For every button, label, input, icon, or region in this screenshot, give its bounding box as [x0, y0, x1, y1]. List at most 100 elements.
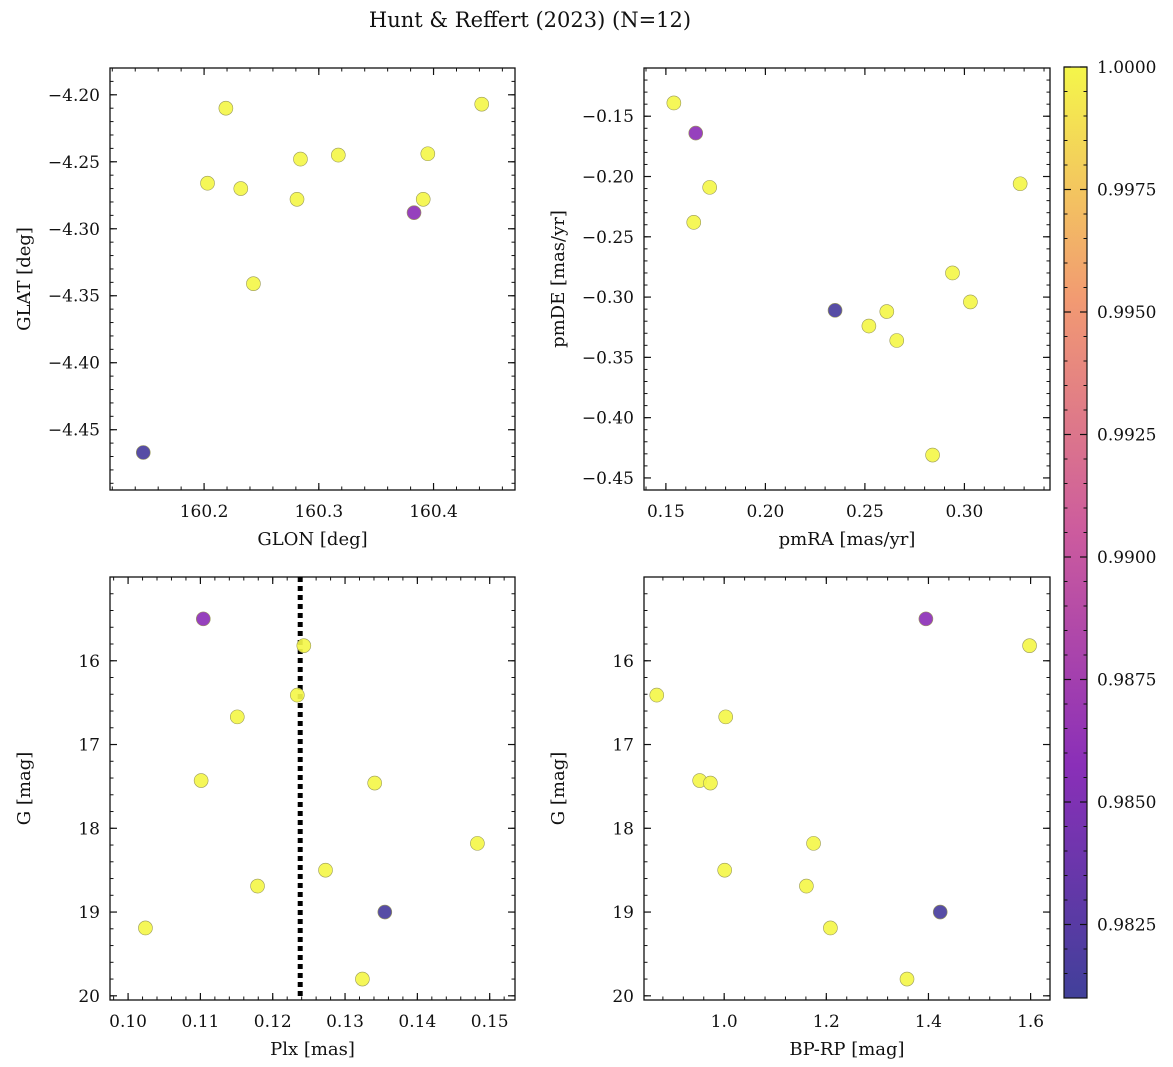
panel-plx-g: 0.10 0.11 0.12 0.13 0.14 0.15 16 17 18 19 20 Plx [m…	[14, 576, 516, 1060]
data-point	[945, 265, 960, 281]
data-point	[233, 181, 249, 196]
data-point	[218, 100, 234, 116]
data-point	[1012, 176, 1028, 192]
data-point	[799, 878, 814, 894]
y-tick-label: −4.30	[48, 220, 100, 240]
data-point	[918, 611, 934, 627]
data-point	[290, 687, 305, 703]
colorbar-tick-label: 1.0000	[1097, 58, 1156, 78]
colorbar-tick-label: 0.9825	[1097, 916, 1156, 936]
data-point	[296, 638, 312, 653]
y-tick-label: −4.20	[48, 86, 100, 106]
axes-frame	[109, 576, 516, 1001]
y-axis-label: pmDE [mas/yr]	[548, 210, 569, 348]
x-axis-label: Plx [mas]	[270, 1039, 355, 1060]
y-tick-label: −0.15	[582, 107, 634, 127]
y-tick-label: 16	[612, 652, 634, 672]
data-point	[331, 147, 346, 163]
data-point	[246, 276, 261, 291]
x-tick-label: 0.10	[109, 1012, 147, 1032]
y-tick-label: 18	[612, 819, 634, 839]
y-tick-label: 20	[612, 987, 634, 1007]
x-tick-label: 0.25	[846, 502, 884, 522]
y-axis-label: G [mag]	[548, 752, 569, 825]
x-tick-label: 1.0	[711, 1012, 738, 1032]
data-point	[250, 878, 265, 894]
x-tick-label: 0.11	[181, 1012, 219, 1032]
colorbar-tick-label: 0.9900	[1097, 548, 1156, 568]
data-point	[717, 862, 732, 878]
data-point	[138, 920, 153, 936]
axes-frame	[109, 67, 516, 491]
y-tick-label: −0.20	[582, 168, 634, 188]
data-point	[932, 904, 948, 920]
data-point	[355, 971, 370, 987]
data-point	[420, 146, 436, 162]
y-tick-label: 17	[612, 736, 634, 756]
axes-frame	[643, 67, 1051, 491]
data-point	[688, 125, 704, 141]
x-tick-label: 0.30	[945, 502, 983, 522]
colorbar-tick-label: 0.9875	[1097, 671, 1156, 691]
data-point	[200, 175, 215, 191]
x-tick-label: 0.15	[647, 502, 685, 522]
data-point	[406, 205, 422, 220]
x-tick-label: 1.2	[813, 1012, 840, 1032]
x-axis-label: BP-RP [mag]	[789, 1039, 904, 1060]
data-point	[806, 836, 821, 851]
y-tick-label: 20	[78, 987, 100, 1007]
x-axis-label: pmRA [mas/yr]	[779, 529, 916, 550]
y-tick-label: −0.45	[582, 469, 634, 489]
data-point	[702, 180, 717, 195]
data-point	[925, 447, 940, 463]
figure-title: Hunt & Reffert (2023) (N=12)	[369, 8, 691, 32]
x-tick-label: 160.2	[180, 502, 229, 522]
data-point	[823, 920, 838, 936]
x-tick-label: 0.13	[326, 1012, 364, 1032]
y-axis-label: G [mag]	[14, 752, 35, 825]
x-tick-label: 0.15	[471, 1012, 509, 1032]
data-point	[367, 775, 382, 791]
data-point	[293, 151, 308, 167]
y-tick-label: −4.40	[48, 354, 100, 374]
y-tick-label: −4.45	[48, 421, 100, 441]
data-point	[289, 191, 305, 207]
data-point	[195, 611, 211, 627]
y-tick-label: −0.40	[582, 409, 634, 429]
data-point	[474, 96, 490, 112]
x-tick-label: 0.12	[254, 1012, 292, 1032]
colorbar-tick-label: 0.9850	[1097, 793, 1156, 813]
data-point	[827, 303, 843, 318]
data-point	[649, 687, 665, 703]
y-axis-label: GLAT [deg]	[14, 227, 35, 331]
panel-bprp-g: 1.0 1.2 1.4 1.6 16 17 18 19 20 BP-RP [mag] G [mag]	[548, 576, 1051, 1060]
x-tick-label: 1.4	[915, 1012, 942, 1032]
data-point	[193, 773, 209, 788]
data-point	[377, 904, 393, 920]
y-tick-label: −0.35	[582, 348, 634, 368]
x-tick-label: 1.6	[1017, 1012, 1044, 1032]
y-tick-label: 18	[78, 819, 100, 839]
panel-pmra-pmde: 0.15 0.20 0.25 0.30 −0.15 −0.20 −0.25 −0.30 −0.3…	[548, 67, 1051, 550]
y-tick-label: −4.25	[48, 153, 100, 173]
axes-frame	[643, 576, 1051, 1001]
data-point	[470, 836, 485, 851]
data-point	[318, 862, 333, 878]
x-tick-label: 160.3	[294, 502, 343, 522]
y-tick-label: 17	[78, 736, 100, 756]
data-point	[1022, 638, 1037, 653]
x-tick-label: 160.4	[409, 502, 458, 522]
colorbar-tick-label: 0.9925	[1097, 426, 1156, 446]
y-tick-label: 19	[78, 903, 100, 923]
y-tick-label: 19	[612, 903, 634, 923]
data-point	[666, 95, 682, 111]
colorbar: 0.9825 0.9850 0.9875 0.9900 0.9925 0.9950 0.99…	[1063, 58, 1156, 999]
colorbar-tick-label: 0.9975	[1097, 181, 1156, 201]
y-tick-label: −0.30	[582, 288, 634, 308]
y-tick-label: 16	[78, 652, 100, 672]
data-point	[889, 333, 905, 348]
y-tick-label: −4.35	[48, 287, 100, 307]
data-point	[899, 971, 915, 987]
data-point	[718, 709, 734, 725]
